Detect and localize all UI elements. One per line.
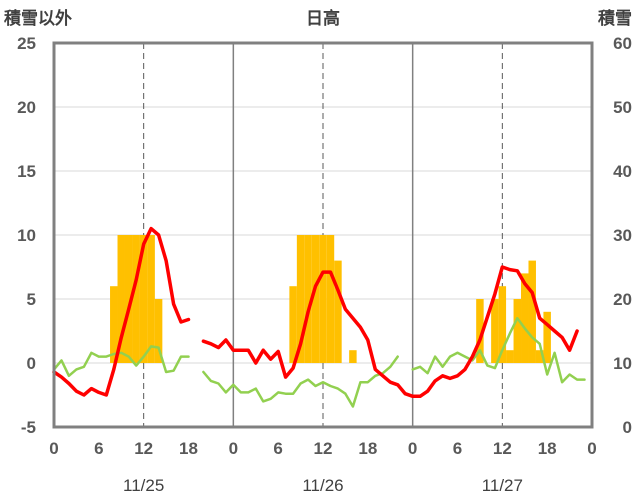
x-tick-label: 0 [49, 439, 58, 458]
right-tick-label: 0 [623, 418, 632, 437]
plot-border [52, 41, 594, 429]
plot-frame [52, 41, 594, 429]
right-tick-label: 20 [613, 290, 632, 309]
snow-bar [506, 350, 514, 363]
x-tick-label: 0 [408, 439, 417, 458]
right-axis-label: 積雪 [598, 8, 632, 28]
x-tick-label: 6 [94, 439, 103, 458]
snow-bar [491, 299, 499, 363]
snow-bar [476, 299, 484, 363]
green-line [411, 316, 586, 384]
left-tick-label: 5 [27, 290, 36, 309]
left-tick-label: 10 [17, 226, 36, 245]
x-tick-label: 12 [493, 439, 512, 458]
date-label: 11/27 [482, 476, 523, 495]
x-tick-label: 12 [134, 439, 153, 458]
red-line [52, 226, 191, 397]
snow-bar [304, 235, 312, 363]
snow-bar [349, 350, 357, 363]
snow-bar [117, 235, 125, 363]
snow-bar [154, 299, 163, 363]
x-tick-label: 12 [314, 439, 333, 458]
snow-bar [132, 235, 140, 363]
snow-bar [147, 235, 155, 363]
date-label: 11/26 [302, 476, 343, 495]
x-tick-label: 18 [538, 439, 557, 458]
x-tick-label: 6 [453, 439, 462, 458]
left-axis-label: 積雪以外 [4, 8, 72, 28]
chart-title: 日高 [306, 8, 340, 28]
x-tick-label: 0 [229, 439, 238, 458]
left-tick-label: 25 [17, 34, 36, 53]
date-label: 11/25 [123, 476, 164, 495]
snow-bar [296, 235, 305, 363]
left-tick-label: -5 [21, 418, 36, 437]
left-tick-label: 15 [17, 162, 36, 181]
snow-bar [535, 350, 544, 363]
snow-bar [498, 286, 507, 363]
snow-bars [110, 235, 551, 363]
x-tick-label: 6 [273, 439, 282, 458]
snow-bar [513, 299, 522, 363]
snow-bar [543, 311, 551, 363]
green-line [202, 355, 399, 408]
snow-bar [326, 235, 335, 363]
snow-bar [528, 260, 536, 363]
right-tick-label: 50 [613, 98, 632, 117]
x-tick-label: 0 [587, 439, 596, 458]
x-tick-label: 18 [358, 439, 377, 458]
snow-bar [139, 235, 148, 363]
left-tick-label: 0 [27, 354, 36, 373]
right-tick-label: 10 [613, 354, 632, 373]
snow-bar [311, 235, 320, 363]
snow-bar [319, 235, 327, 363]
green-line [52, 345, 190, 378]
red-line [201, 265, 579, 399]
snow-bar [334, 260, 342, 363]
snow-bar [110, 286, 118, 363]
axis-tick-labels: -5 0 5 10 15 20 25 0 10 20 30 40 50 60 0 6 12 18 0 6 12 18 0 6 1… [17, 34, 632, 495]
x-tick-label: 18 [179, 439, 198, 458]
snow-bar [124, 235, 133, 363]
left-tick-label: 20 [17, 98, 36, 117]
right-tick-label: 30 [613, 226, 632, 245]
snow-bar [289, 286, 297, 363]
right-tick-label: 60 [613, 34, 632, 53]
snow-bar [521, 273, 529, 363]
right-tick-label: 40 [613, 162, 632, 181]
